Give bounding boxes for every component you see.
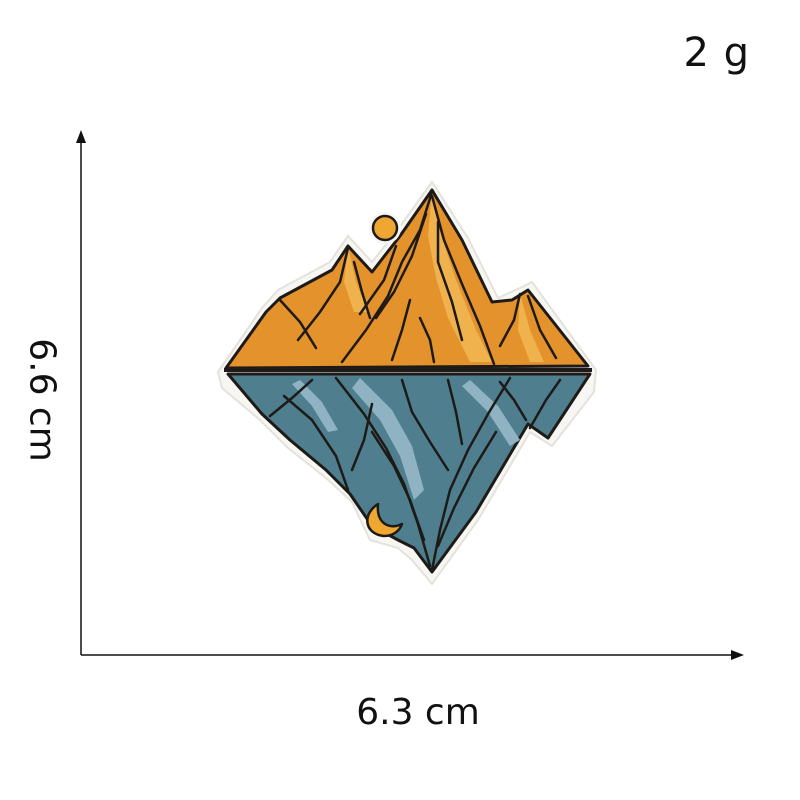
embroidered-mountain-patch: [216, 180, 598, 586]
sun-icon: [369, 212, 401, 244]
moon-icon: [366, 502, 404, 538]
upper-mountains: [224, 188, 590, 370]
dimension-axes: [76, 130, 744, 660]
height-dimension-label: 6.6 cm: [21, 338, 63, 462]
weight-label: 2 g: [683, 30, 750, 76]
horizontal-axis-arrow-icon: [731, 650, 744, 660]
reflection-highlights: [292, 378, 520, 500]
reflection-stitch-lines: [268, 376, 562, 572]
upper-mountain-stitch-lines: [278, 190, 558, 366]
width-dimension-label: 6.3 cm: [356, 692, 480, 733]
vertical-axis-arrow-icon: [76, 130, 86, 143]
